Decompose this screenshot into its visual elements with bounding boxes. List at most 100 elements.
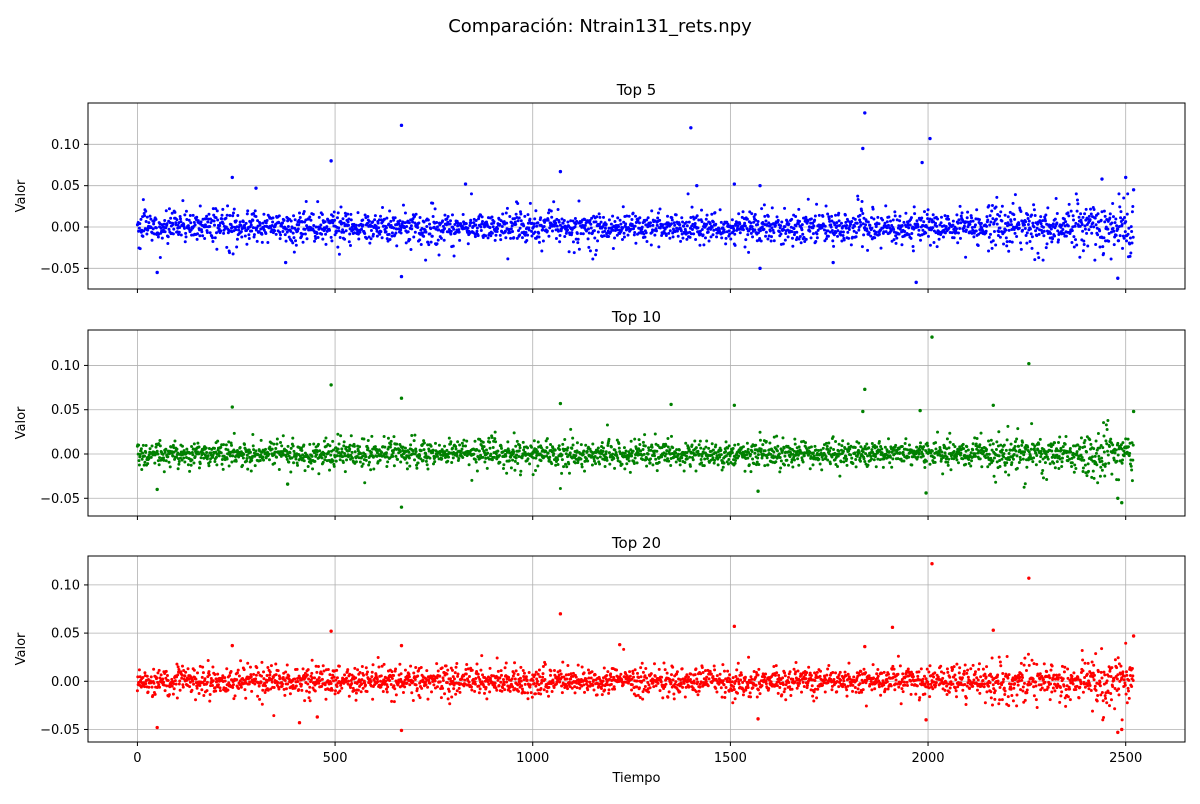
- data-point: [364, 455, 367, 458]
- data-point: [793, 459, 796, 462]
- data-point: [566, 228, 569, 231]
- data-point: [519, 227, 522, 230]
- data-point: [1082, 470, 1085, 473]
- data-point: [921, 448, 924, 451]
- data-point: [898, 219, 901, 222]
- data-point: [959, 237, 962, 240]
- data-point: [1005, 461, 1008, 464]
- data-point: [468, 463, 471, 466]
- data-point: [720, 221, 723, 224]
- data-point: [623, 236, 626, 239]
- data-point: [388, 233, 391, 236]
- data-point: [762, 228, 765, 231]
- data-point: [757, 220, 760, 223]
- data-point: [151, 239, 154, 242]
- data-point: [643, 433, 646, 436]
- data-point: [1032, 456, 1035, 459]
- data-point: [913, 205, 916, 208]
- outlier-point: [733, 182, 736, 185]
- data-point: [1015, 438, 1018, 441]
- data-point: [794, 443, 797, 446]
- data-point: [711, 233, 714, 236]
- data-point: [339, 434, 342, 437]
- data-point: [230, 461, 233, 464]
- data-point: [1056, 212, 1059, 215]
- data-point: [417, 462, 420, 465]
- data-point: [327, 450, 330, 453]
- data-point: [385, 217, 388, 220]
- data-point: [851, 462, 854, 465]
- data-point: [448, 437, 451, 440]
- data-point: [934, 441, 937, 444]
- outlier-point: [559, 170, 562, 173]
- data-point: [687, 192, 690, 195]
- data-point: [1089, 225, 1092, 228]
- data-point: [706, 457, 709, 460]
- data-point: [787, 222, 790, 225]
- data-point: [294, 458, 297, 461]
- data-point: [1000, 458, 1003, 461]
- data-point: [791, 465, 794, 468]
- data-point: [183, 461, 186, 464]
- data-point: [408, 457, 411, 460]
- data-point: [1042, 234, 1045, 237]
- data-point: [335, 460, 338, 463]
- data-point: [615, 451, 618, 454]
- data-point: [172, 232, 175, 235]
- data-point: [364, 213, 367, 216]
- data-point: [900, 243, 903, 246]
- data-point: [895, 242, 898, 245]
- data-point: [972, 220, 975, 223]
- figure-title: Comparación: Ntrain131_rets.npy: [448, 16, 752, 37]
- data-point: [346, 213, 349, 216]
- data-point: [864, 452, 867, 455]
- data-point: [240, 230, 243, 233]
- data-point: [820, 468, 823, 471]
- data-point: [1064, 220, 1067, 223]
- data-point: [822, 447, 825, 450]
- data-point: [1057, 238, 1060, 241]
- data-point: [947, 458, 950, 461]
- data-point: [967, 448, 970, 451]
- data-point: [207, 464, 210, 467]
- data-point: [1072, 456, 1075, 459]
- data-point: [1049, 462, 1052, 465]
- data-point: [1076, 450, 1079, 453]
- data-point: [632, 450, 635, 453]
- data-point: [498, 223, 501, 226]
- data-point: [657, 211, 660, 214]
- data-point: [803, 454, 806, 457]
- data-point: [628, 215, 631, 218]
- data-point: [526, 213, 529, 216]
- data-point: [1081, 230, 1084, 233]
- data-point: [324, 243, 327, 246]
- data-point: [582, 453, 585, 456]
- data-point: [968, 223, 971, 226]
- data-point: [182, 456, 185, 459]
- data-point: [260, 439, 263, 442]
- data-point: [404, 211, 407, 214]
- data-point: [868, 231, 871, 234]
- data-point: [661, 223, 664, 226]
- data-point: [1090, 213, 1093, 216]
- data-point: [190, 445, 193, 448]
- data-point: [420, 243, 423, 246]
- data-point: [428, 457, 431, 460]
- data-point: [457, 457, 460, 460]
- data-point: [595, 215, 598, 218]
- data-point: [597, 447, 600, 450]
- data-point: [990, 210, 993, 213]
- data-point: [586, 459, 589, 462]
- data-point: [651, 446, 654, 449]
- data-point: [552, 452, 555, 455]
- data-point: [776, 445, 779, 448]
- data-point: [766, 464, 769, 467]
- data-point: [495, 452, 498, 455]
- data-point: [292, 444, 295, 447]
- data-point: [418, 238, 421, 241]
- data-point: [381, 206, 384, 209]
- data-point: [522, 441, 525, 444]
- data-point: [385, 226, 388, 229]
- data-point: [241, 464, 244, 467]
- data-point: [449, 223, 452, 226]
